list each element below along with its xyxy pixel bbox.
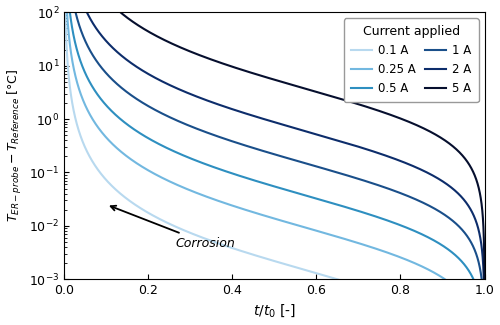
Y-axis label: $T_{ER-probe} - T_{Reference}$ [°C]: $T_{ER-probe} - T_{Reference}$ [°C] <box>6 69 24 223</box>
Text: Corrosion: Corrosion <box>110 206 236 250</box>
Legend: 0.1 A, 0.25 A, 0.5 A, 1 A, 2 A, 5 A: 0.1 A, 0.25 A, 0.5 A, 1 A, 2 A, 5 A <box>344 18 478 102</box>
X-axis label: $t/t_0$ [-]: $t/t_0$ [-] <box>252 303 296 319</box>
